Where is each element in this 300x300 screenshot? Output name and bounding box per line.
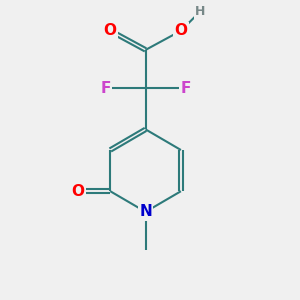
Text: F: F	[180, 81, 190, 96]
Text: O: O	[71, 184, 84, 199]
Text: O: O	[174, 23, 188, 38]
Text: O: O	[104, 23, 117, 38]
Text: N: N	[139, 204, 152, 219]
Text: H: H	[195, 5, 205, 18]
Text: F: F	[100, 81, 111, 96]
